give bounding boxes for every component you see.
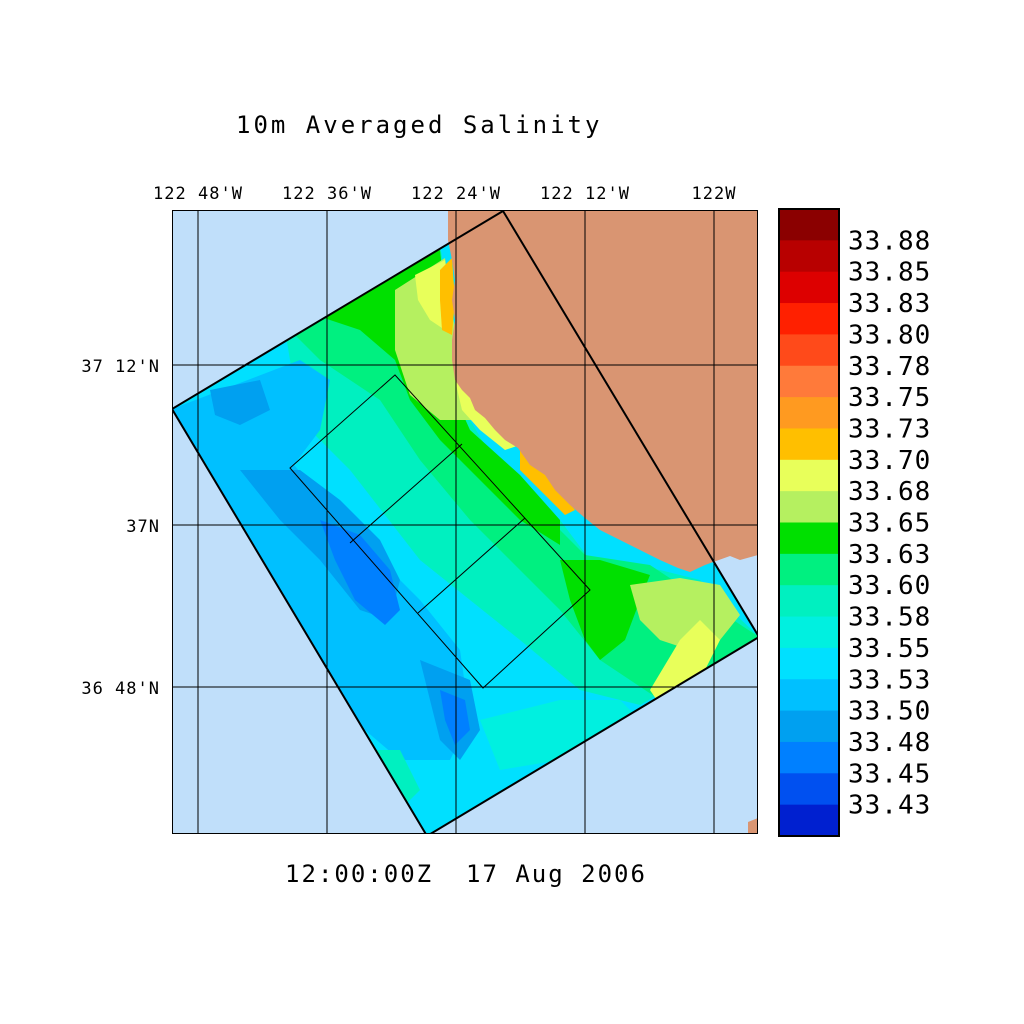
colorbar-swatch — [779, 491, 839, 523]
colorbar-swatch — [779, 240, 839, 273]
colorbar-swatch — [779, 428, 839, 461]
colorbar-level-label: 33.58 — [848, 603, 931, 633]
colorbar: 33.8833.8533.8333.8033.7833.7533.7333.70… — [778, 208, 931, 837]
graticule — [172, 210, 758, 834]
colorbar-level-label: 33.68 — [848, 477, 931, 507]
land-island — [748, 818, 758, 834]
nested-grid-boxes — [289, 374, 591, 689]
colorbar-swatch — [779, 553, 839, 586]
field-band — [210, 380, 270, 425]
colorbar-level-label: 33.80 — [848, 320, 931, 350]
lon-tick: 122 12'W — [540, 184, 630, 204]
field-band — [630, 578, 740, 650]
colorbar-swatch — [779, 804, 839, 837]
colorbar-swatch — [779, 397, 839, 429]
lon-tick: 122 48'W — [153, 184, 243, 204]
colorbar-swatch — [779, 679, 839, 712]
colorbar-level-label: 33.88 — [848, 226, 931, 256]
colorbar-level-label: 33.70 — [848, 446, 931, 476]
field-band — [480, 700, 640, 770]
colorbar-swatch — [779, 271, 839, 304]
colorbar-swatch — [779, 522, 839, 555]
colorbar-swatch — [779, 303, 839, 335]
colorbar-level-label: 33.65 — [848, 509, 931, 539]
colorbar-swatch — [779, 741, 839, 774]
lon-tick: 122 36'W — [282, 184, 372, 204]
latitude-ticks: 37 12'N 37N 36 48'N — [81, 357, 160, 699]
colorbar-level-label: 33.85 — [848, 258, 931, 288]
colorbar-swatch — [779, 365, 839, 398]
colorbar-level-label: 33.55 — [848, 634, 931, 664]
colorbar-swatch — [779, 459, 839, 492]
field-band — [560, 560, 650, 660]
domain-outline — [172, 210, 758, 834]
field-band — [440, 690, 470, 745]
lat-tick: 37N — [126, 517, 160, 537]
colorbar-swatch — [779, 773, 839, 806]
field-band — [440, 258, 455, 335]
lon-tick: 122W — [692, 184, 737, 204]
timestamp-label: 12:00:00Z 17 Aug 2006 — [285, 860, 647, 888]
field-band — [200, 460, 470, 760]
colorbar-swatch — [779, 334, 839, 367]
colorbar-level-label: 33.48 — [848, 728, 931, 758]
colorbar-swatch — [779, 585, 839, 618]
map-panel — [172, 210, 758, 834]
colorbar-swatch — [779, 616, 839, 649]
colorbar-level-label: 33.60 — [848, 571, 931, 601]
longitude-ticks: 122 48'W 122 36'W 122 24'W 122 12'W 122W — [153, 184, 737, 204]
colorbar-level-label: 33.53 — [848, 665, 931, 695]
field-band — [650, 620, 720, 705]
colorbar-level-label: 33.73 — [848, 414, 931, 444]
land-mass — [448, 210, 758, 572]
colorbar-border — [778, 208, 840, 837]
colorbar-level-label: 33.78 — [848, 352, 931, 382]
colorbar-level-label: 33.45 — [848, 759, 931, 789]
figure-title: 10m Averaged Salinity — [236, 111, 602, 139]
lat-tick: 36 48'N — [81, 679, 160, 699]
colorbar-swatch — [779, 647, 839, 680]
lat-tick: 37 12'N — [81, 357, 160, 377]
field-band — [320, 520, 400, 625]
colorbar-swatch — [779, 209, 839, 241]
colorbar-level-label: 33.50 — [848, 697, 931, 727]
lon-tick: 122 24'W — [411, 184, 501, 204]
colorbar-swatch — [779, 710, 839, 743]
colorbar-level-label: 33.75 — [848, 383, 931, 413]
colorbar-level-label: 33.83 — [848, 289, 931, 319]
colorbar-level-label: 33.43 — [848, 791, 931, 821]
colorbar-level-label: 33.63 — [848, 540, 931, 570]
